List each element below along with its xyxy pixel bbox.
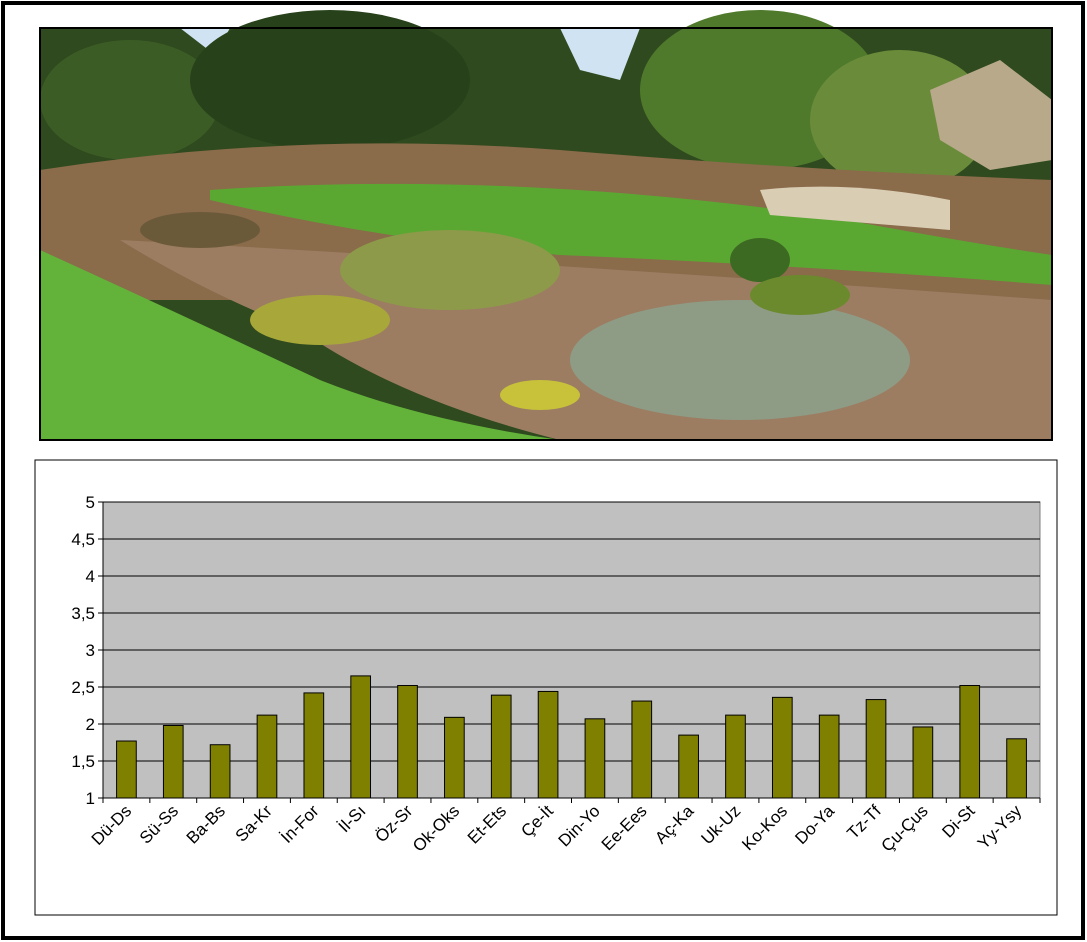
bar <box>678 734 699 799</box>
bar <box>350 675 372 799</box>
bar <box>209 744 231 799</box>
y-tick-label: 1,5 <box>71 752 95 771</box>
bar <box>490 694 512 799</box>
photo-border <box>39 27 1053 441</box>
bar <box>771 696 793 799</box>
bar <box>303 692 325 799</box>
bar <box>912 726 934 799</box>
y-tick-label: 4,5 <box>71 530 95 549</box>
bar <box>1006 738 1027 799</box>
y-tick-label: 3 <box>86 641 95 660</box>
bar <box>397 685 418 799</box>
bar <box>865 699 887 799</box>
bar <box>116 740 137 799</box>
bar <box>537 690 559 799</box>
y-tick-label: 5 <box>86 493 95 512</box>
bar <box>584 718 606 799</box>
bar <box>725 714 746 799</box>
y-tick-label: 2 <box>86 715 95 734</box>
bar <box>631 700 653 799</box>
y-tick-label: 3,5 <box>71 604 95 623</box>
bar <box>444 716 465 799</box>
bar <box>818 714 840 799</box>
y-tick-label: 4 <box>86 567 95 586</box>
bar <box>959 685 981 799</box>
y-tick-label: 1 <box>86 789 95 808</box>
garden-photo <box>40 10 1052 440</box>
bar <box>256 714 278 799</box>
bar <box>162 724 184 799</box>
y-tick-label: 2,5 <box>71 678 95 697</box>
